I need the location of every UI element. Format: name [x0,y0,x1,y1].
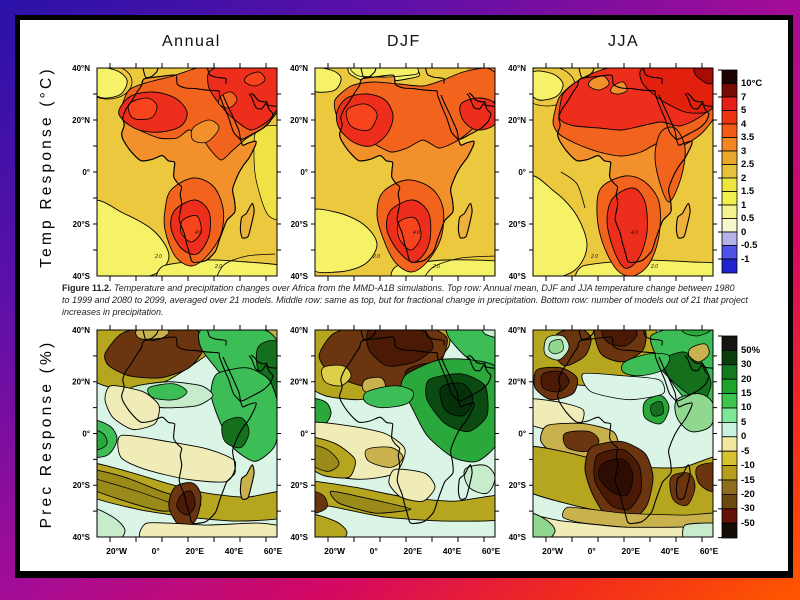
svg-text:60°E: 60°E [482,546,501,556]
svg-text:0°: 0° [300,430,308,439]
svg-text:60°E: 60°E [700,546,719,556]
svg-text:40°N: 40°N [508,64,526,73]
svg-text:4.0: 4.0 [195,230,202,236]
svg-text:20°N: 20°N [290,378,308,387]
svg-text:20°W: 20°W [542,546,563,556]
svg-text:40°E: 40°E [661,546,680,556]
svg-text:20°S: 20°S [509,481,526,490]
svg-text:20°N: 20°N [290,116,308,125]
svg-text:20°S: 20°S [509,220,527,229]
svg-text:20°W: 20°W [324,546,345,556]
svg-text:0°: 0° [300,168,308,177]
svg-text:2.0: 2.0 [590,254,598,260]
svg-text:40°N: 40°N [290,64,308,73]
svg-text:2.0: 2.0 [154,254,162,260]
svg-text:40°S: 40°S [73,272,91,281]
svg-text:60°E: 60°E [264,546,283,556]
svg-text:20°N: 20°N [72,378,90,387]
svg-text:20°S: 20°S [73,220,91,229]
svg-text:40°N: 40°N [72,64,90,73]
svg-text:20°S: 20°S [291,481,308,490]
svg-text:0°: 0° [82,430,90,439]
svg-text:0°: 0° [82,168,90,177]
svg-text:40°N: 40°N [290,326,308,335]
svg-text:2.0: 2.0 [432,264,440,270]
svg-text:20°S: 20°S [291,220,309,229]
svg-text:4.0: 4.0 [631,230,638,236]
svg-text:0°: 0° [518,168,526,177]
svg-text:40°N: 40°N [508,326,526,335]
svg-text:40°S: 40°S [509,272,527,281]
svg-text:40°S: 40°S [509,533,526,542]
svg-text:40°E: 40°E [443,546,462,556]
svg-text:2.0: 2.0 [214,264,222,270]
svg-text:20°N: 20°N [508,116,526,125]
svg-text:20°S: 20°S [73,481,90,490]
svg-text:0°: 0° [518,430,526,439]
svg-text:0°: 0° [370,546,379,556]
svg-text:20°N: 20°N [72,116,90,125]
svg-text:20°N: 20°N [508,378,526,387]
svg-text:20°W: 20°W [106,546,127,556]
svg-text:40°E: 40°E [225,546,244,556]
svg-text:40°S: 40°S [291,272,309,281]
svg-text:20°E: 20°E [622,546,641,556]
svg-text:20°E: 20°E [404,546,423,556]
svg-text:4.0: 4.0 [413,230,420,236]
svg-text:40°N: 40°N [72,326,90,335]
svg-text:40°S: 40°S [73,533,90,542]
svg-text:0°: 0° [588,546,597,556]
svg-text:40°S: 40°S [291,533,308,542]
svg-text:2.0: 2.0 [650,264,658,270]
svg-text:2.0: 2.0 [372,254,380,260]
svg-text:0°: 0° [152,546,161,556]
svg-text:20°E: 20°E [186,546,205,556]
